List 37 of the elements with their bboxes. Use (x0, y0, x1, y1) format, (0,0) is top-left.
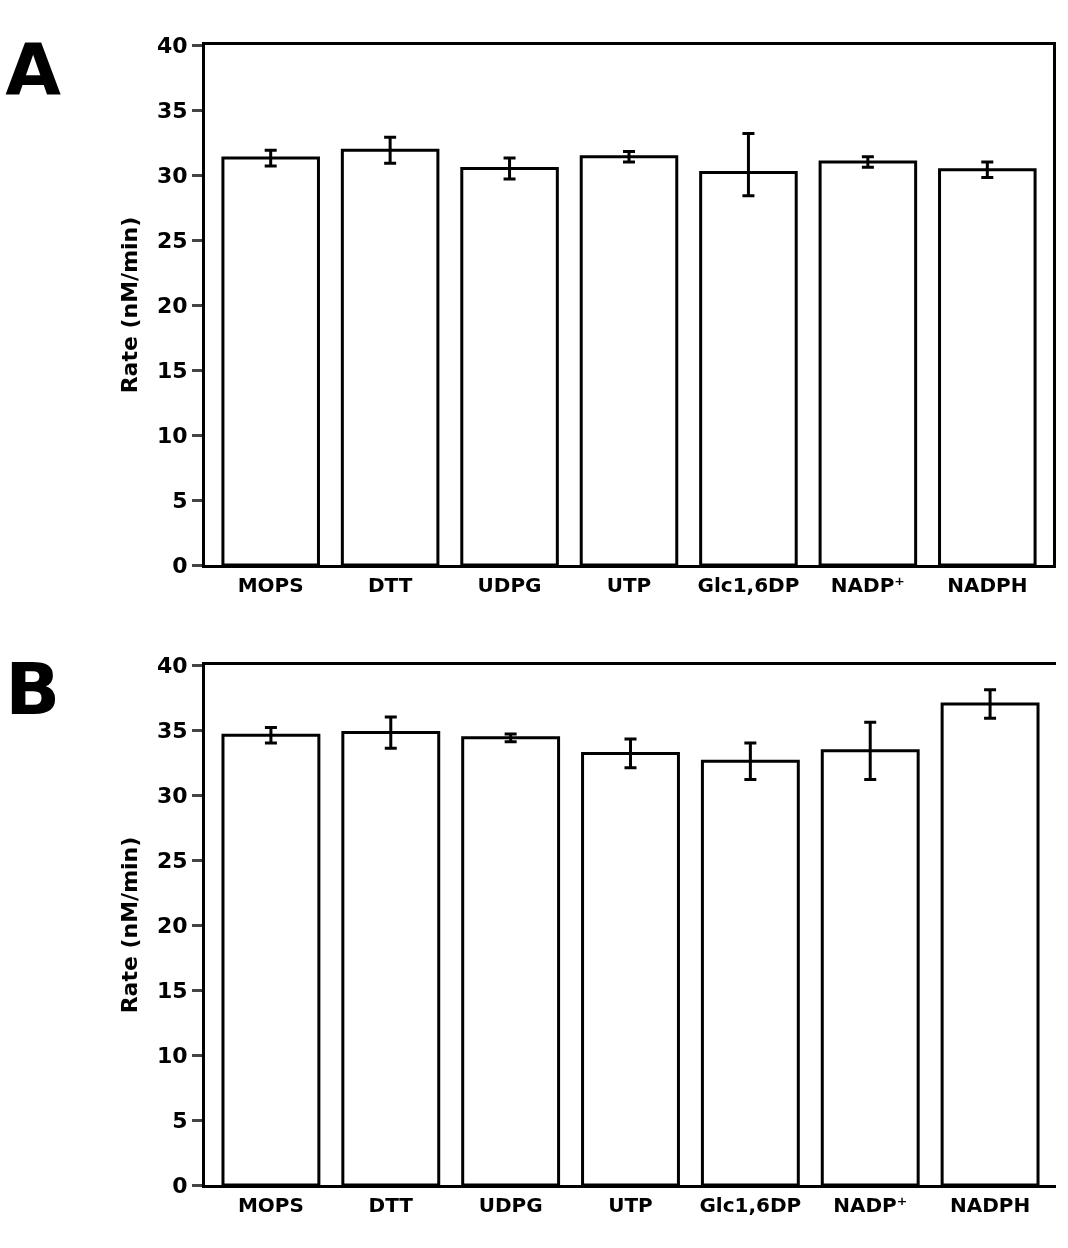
y-axis-title: Rate (nM/min) (116, 216, 142, 394)
bar (461, 736, 561, 1185)
y-tick-label: 5 (172, 487, 188, 513)
y-tick-label: 30 (156, 782, 188, 808)
y-tick-label: 0 (172, 552, 188, 578)
x-tick-label: NADP⁺ (833, 1193, 908, 1217)
x-tick-label: DTT (367, 573, 413, 597)
x-tick-label: UTP (606, 573, 652, 597)
x-tick-label: MOPS (237, 1193, 304, 1217)
y-tick-label: 20 (156, 912, 188, 938)
y-tick-label: 15 (156, 977, 188, 1003)
y-tick-label: 10 (156, 422, 188, 448)
y-tick-label: 35 (156, 717, 188, 743)
y-tick-label: 10 (156, 1042, 188, 1068)
x-tick-label: NADPH (949, 1193, 1031, 1217)
x-tick-label: MOPS (237, 573, 304, 597)
x-tick-label: Glc1,6DP (699, 1193, 802, 1217)
x-tick-label: NADPH (947, 573, 1028, 597)
x-tick-label: DTT (368, 1193, 414, 1217)
y-tick-label: 0 (172, 1172, 188, 1198)
y-tick-label: 25 (156, 227, 188, 253)
y-tick-label: 5 (172, 1107, 188, 1133)
x-tick-label: UTP (608, 1193, 653, 1217)
y-tick-label: 25 (156, 847, 188, 873)
x-tick-label: UDPG (478, 1193, 543, 1217)
x-tick-label: UDPG (477, 573, 542, 597)
y-tick-label: 30 (156, 162, 188, 188)
y-tick-label: 40 (156, 652, 188, 678)
y-tick-label: 40 (156, 32, 188, 58)
chart-title: A (5, 26, 62, 111)
x-tick-label: Glc1,6DP (697, 573, 800, 597)
y-tick-label: 15 (156, 357, 188, 383)
chart-title: B (5, 646, 61, 731)
y-tick-label: 20 (156, 292, 188, 318)
x-tick-label: NADP⁺ (830, 573, 905, 597)
y-axis-title: Rate (nM/min) (116, 836, 142, 1014)
y-tick-label: 35 (156, 97, 188, 123)
